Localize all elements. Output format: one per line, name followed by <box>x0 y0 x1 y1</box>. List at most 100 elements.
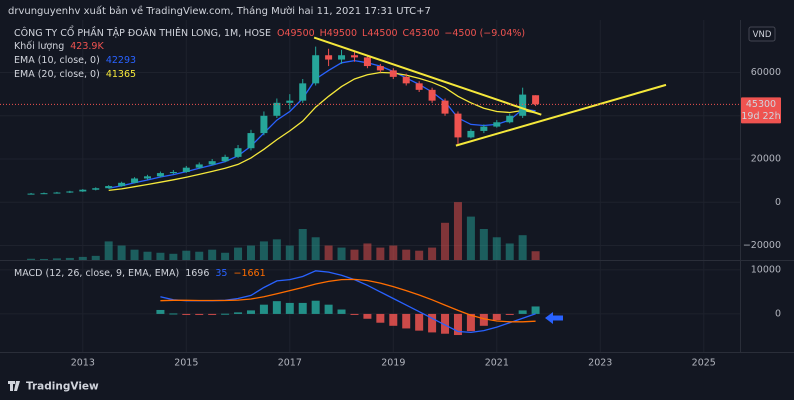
volume-bar <box>104 241 113 260</box>
volume-bar <box>479 229 488 260</box>
volume-bar <box>27 258 36 260</box>
x-tick-label: 2015 <box>174 358 198 369</box>
volume-bar <box>415 250 424 260</box>
x-tick-label: 2019 <box>381 358 405 369</box>
candle-body <box>312 55 320 84</box>
volume-bar <box>363 243 372 260</box>
histogram-bar <box>531 306 540 314</box>
ema-name: EMA (20, close, 0) <box>14 69 100 80</box>
macd-title: MACD (12, 26, close, 9, EMA, EMA) <box>14 268 179 279</box>
volume-bar <box>337 247 346 260</box>
candle-body <box>118 182 126 187</box>
x-tick-label: 2017 <box>278 358 302 369</box>
y-tick-label: 10000 <box>751 264 781 275</box>
footer <box>0 376 794 400</box>
histogram-bar <box>182 313 191 315</box>
volume-bar <box>376 247 385 260</box>
countdown: 19d 22h <box>741 111 780 122</box>
histogram-bar <box>428 313 437 333</box>
histogram-bar <box>272 301 281 314</box>
volume-bar <box>311 237 320 260</box>
volume-bar <box>169 253 178 260</box>
candle-body <box>143 176 151 179</box>
candle-body <box>389 70 397 77</box>
candle-body <box>493 122 501 127</box>
volume-bar <box>441 222 450 260</box>
histogram-bar <box>518 310 527 314</box>
histogram-bar <box>246 310 255 314</box>
ema-line <box>108 59 536 189</box>
candle-body <box>169 172 177 174</box>
candle-body <box>156 173 164 177</box>
volume-bar <box>466 216 475 260</box>
last-price: 45300 <box>746 99 776 110</box>
candle-body <box>532 95 540 105</box>
candle-body <box>299 83 307 101</box>
volume-bar <box>156 252 165 260</box>
volume-bar <box>65 257 74 260</box>
arrow-annotation <box>545 312 563 324</box>
histogram-bar <box>208 313 217 315</box>
candle-body <box>27 193 35 195</box>
histogram-bar <box>221 313 230 315</box>
marks <box>0 36 740 336</box>
ema-legend: EMA (10, close, 0) 42293 <box>14 55 136 66</box>
ema-value: 41365 <box>106 69 136 80</box>
volume-bar <box>52 258 61 260</box>
histogram-value: 1696 <box>185 268 209 279</box>
ema-value: 42293 <box>106 55 136 66</box>
histogram-bar <box>376 313 385 323</box>
y-tick-label: 0 <box>775 308 781 319</box>
volume-bar <box>221 252 230 260</box>
volume-bar <box>324 245 333 260</box>
volume-bar <box>39 258 48 260</box>
ohlc-close: C45300 <box>403 28 440 39</box>
ema-name: EMA (10, close, 0) <box>14 55 100 66</box>
histogram-bar <box>285 302 294 314</box>
macd-legend: MACD (12, 26, close, 9, EMA, EMA) 1696 35−… <box>14 268 266 279</box>
x-tick-label: 2025 <box>692 358 716 369</box>
candle-body <box>221 156 229 162</box>
volume-name: Khối lượng <box>14 41 64 52</box>
volume-bar <box>285 245 294 260</box>
y-tick-label: 60000 <box>751 67 781 78</box>
volume-bar <box>208 249 217 260</box>
signal-line <box>160 278 536 323</box>
candle-body <box>105 186 113 189</box>
histogram-bar <box>337 309 346 314</box>
candle-body <box>506 115 514 123</box>
histogram-bar <box>441 313 450 334</box>
ohlc-open: O49500 <box>277 28 315 39</box>
candle-body <box>338 55 346 60</box>
candle-body <box>182 167 190 172</box>
candle-body <box>480 126 488 131</box>
candle-body <box>415 83 423 90</box>
logo-icon <box>8 381 20 391</box>
legend-title: CÔNG TY CỔ PHẦN TẬP ĐOÀN THIÊN LONG, 1M,… <box>14 26 525 39</box>
histogram-bar <box>492 313 501 321</box>
trendline <box>455 83 667 147</box>
volume-bar <box>259 241 268 260</box>
volume-bar <box>518 235 527 260</box>
histogram-bar <box>259 304 268 314</box>
volume-bar <box>117 245 126 260</box>
volume-bar <box>402 249 411 260</box>
logo: TradingView <box>26 381 99 393</box>
currency-badge <box>748 26 776 42</box>
candle-body <box>402 76 410 84</box>
candle-body <box>247 133 255 149</box>
volume-legend: Khối lượng 423.9K <box>14 41 104 52</box>
y-tick-label: 0 <box>775 197 781 208</box>
volume-bar <box>350 249 359 260</box>
histogram-bar <box>195 313 204 315</box>
histogram-bar <box>466 313 475 332</box>
volume-bar <box>234 247 243 260</box>
candle-body <box>350 55 358 58</box>
candle-body <box>376 66 384 71</box>
volume-bar <box>428 247 437 260</box>
candle-body <box>441 100 449 114</box>
candle-body <box>467 130 475 138</box>
x-tick-label: 2013 <box>71 358 95 369</box>
candle-body <box>325 55 333 60</box>
candle-body <box>273 102 281 116</box>
